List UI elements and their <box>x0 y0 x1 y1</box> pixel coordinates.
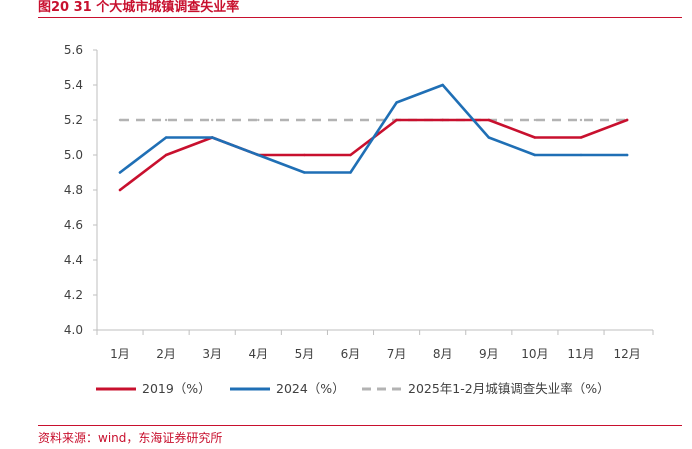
chart-legend: 2019（%） 2024（%） 2025年1-2月城镇调查失业率（%） <box>96 381 610 396</box>
y-tick-label: 5.0 <box>64 148 83 162</box>
data-point <box>625 118 629 122</box>
data-point <box>303 118 306 122</box>
data-point <box>164 153 168 157</box>
data-point <box>487 118 490 122</box>
x-tick-label: 9月 <box>479 347 499 361</box>
data-point <box>349 118 352 122</box>
data-point <box>211 118 214 122</box>
data-point <box>441 118 444 122</box>
data-point <box>349 153 352 157</box>
data-point <box>303 153 306 157</box>
legend-label: 2019（%） <box>142 381 211 396</box>
x-tick-label: 8月 <box>433 347 453 361</box>
series-line-2024 <box>118 83 629 174</box>
data-point <box>533 118 537 122</box>
data-point <box>349 171 352 174</box>
data-point <box>118 118 122 122</box>
data-point <box>164 136 168 139</box>
title-divider <box>38 17 682 18</box>
x-tick-label: 6月 <box>341 347 361 361</box>
source-divider <box>38 425 682 426</box>
y-tick-label: 4.2 <box>64 288 83 302</box>
x-tick-label: 2月 <box>156 347 176 361</box>
x-tick-label: 7月 <box>387 347 407 361</box>
data-point <box>579 118 583 122</box>
chart-axes <box>96 50 653 331</box>
data-point <box>257 153 260 157</box>
y-tick-label: 4.4 <box>64 253 83 267</box>
data-point <box>625 153 629 157</box>
data-point <box>257 118 260 122</box>
figure-title: 图20 31 个大城市城镇调查失业率 <box>38 0 240 15</box>
y-tick-label: 5.4 <box>64 78 83 92</box>
data-point <box>303 171 306 174</box>
series-layer <box>118 83 629 192</box>
x-tick-label: 3月 <box>202 347 222 361</box>
x-tick-label: 10月 <box>521 347 548 361</box>
data-point <box>211 136 214 139</box>
legend-label: 2025年1-2月城镇调查失业率（%） <box>408 381 610 396</box>
data-point <box>395 101 398 104</box>
data-point <box>533 153 537 157</box>
y-axis-ticks: 4.0 4.2 4.4 4.6 4.8 5.0 5.2 5.4 5.6 <box>64 43 97 337</box>
data-point <box>487 136 490 139</box>
data-point <box>118 171 122 174</box>
x-tick-label: 5月 <box>295 347 315 361</box>
data-point <box>441 83 444 87</box>
x-tick-label: 12月 <box>613 347 640 361</box>
y-tick-label: 4.8 <box>64 183 83 197</box>
data-point <box>579 153 583 157</box>
y-tick-label: 4.6 <box>64 218 83 232</box>
data-point <box>164 118 168 122</box>
y-tick-label: 5.6 <box>64 43 83 57</box>
data-point <box>395 118 398 122</box>
x-tick-label: 4月 <box>248 347 268 361</box>
data-point <box>579 136 583 139</box>
y-tick-label: 4.0 <box>64 323 83 337</box>
x-tick-label: 1月 <box>110 347 130 361</box>
data-point <box>118 188 122 192</box>
legend-label: 2024（%） <box>276 381 345 396</box>
y-tick-label: 5.2 <box>64 113 83 127</box>
x-tick-label: 11月 <box>567 347 594 361</box>
x-axis-ticks: 1月 2月 3月 4月 5月 6月 7月 8月 9月 10月 11月 12月 <box>96 330 654 361</box>
source-note: 资料来源：wind，东海证券研究所 <box>38 431 223 445</box>
data-point <box>533 136 537 139</box>
